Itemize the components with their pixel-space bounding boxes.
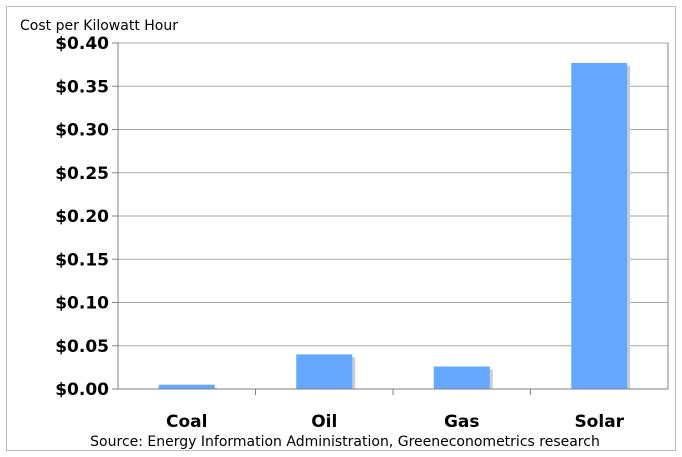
y-tick-label: $0.40	[55, 34, 109, 54]
y-tick-label: $0.30	[55, 121, 109, 141]
bar-solar	[571, 63, 627, 389]
y-tick-label: $0.00	[55, 380, 109, 400]
x-tick-label: Oil	[311, 412, 337, 432]
y-tick-label: $0.35	[55, 77, 109, 97]
bar-gas	[434, 367, 490, 389]
x-tick-labels: Coal Oil Gas Solar	[166, 412, 625, 432]
bar-coal	[159, 385, 215, 389]
x-tick-label: Gas	[444, 412, 480, 432]
bars	[159, 63, 631, 389]
y-tick-label: $0.25	[55, 164, 109, 184]
bar-oil	[296, 354, 352, 389]
y-axis-title: Cost per Kilowatt Hour	[20, 18, 178, 34]
source-note: Source: Energy Information Administratio…	[90, 434, 600, 450]
y-tick-label: $0.20	[55, 207, 109, 227]
x-tick-label: Coal	[166, 412, 207, 432]
y-tick-label: $0.15	[55, 250, 109, 270]
y-tick-label: $0.05	[55, 337, 109, 357]
x-tick-label: Solar	[574, 412, 624, 432]
y-tick-label: $0.10	[55, 294, 109, 314]
y-tick-labels: $0.00 $0.05 $0.10 $0.15 $0.20 $0.25 $0.30 $0.35…	[55, 34, 118, 400]
